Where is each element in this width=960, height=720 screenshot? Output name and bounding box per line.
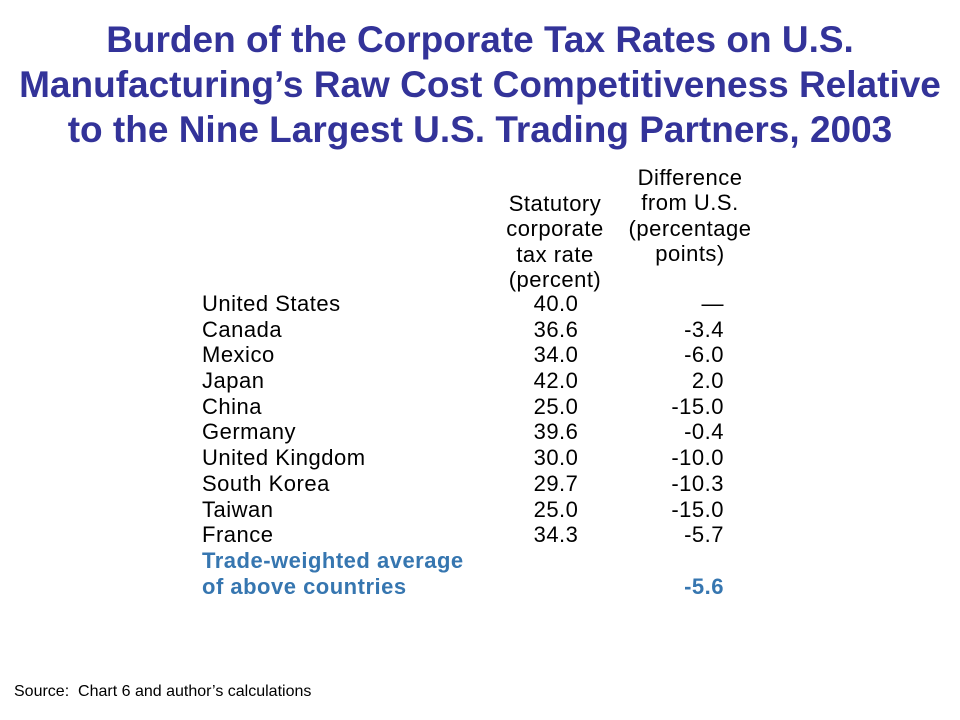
table-row: Canada 36.6 -3.4 (202, 317, 742, 343)
table-row: France 34.3 -5.7 (202, 522, 742, 548)
summary-row: of above countries -5.6 (202, 574, 742, 600)
tax-rate-table: United States 40.0 — Canada 36.6 -3.4 Me… (202, 291, 742, 599)
table-row: South Korea 29.7 -10.3 (202, 471, 742, 497)
tax-rate-header-line: tax rate (516, 241, 594, 267)
difference-value: -15.0 (671, 393, 724, 419)
tax-rate-header-line: (percent) (508, 266, 602, 292)
difference-value: -10.0 (671, 445, 724, 471)
difference-header-line: from U.S. (641, 190, 739, 216)
difference-header-line: Difference (637, 165, 743, 190)
country-name: Taiwan (202, 496, 274, 522)
tax-rate-value: 34.0 (533, 342, 579, 368)
title-line: Manufacturing’s Raw Cost Competitiveness… (19, 64, 941, 105)
summary-label: Trade-weighted average (202, 547, 464, 573)
title-line: to the Nine Largest U.S. Trading Partner… (67, 109, 893, 150)
table-row: Taiwan 25.0 -15.0 (202, 497, 742, 523)
difference-value: -15.0 (671, 496, 724, 522)
tax-rate-value: 40.0 (533, 291, 579, 316)
country-name: United Kingdom (202, 445, 366, 471)
summary-label: of above countries (202, 573, 407, 599)
difference-header-line: (percentage (628, 215, 752, 241)
difference-column-header: Difference from U.S. (percentage points) (605, 165, 775, 266)
tax-rate-value: 34.3 (533, 522, 579, 548)
tax-rate-header-line: corporate (506, 216, 604, 242)
country-name: Mexico (202, 342, 275, 368)
difference-value: — (701, 291, 724, 316)
tax-rate-value: 29.7 (533, 470, 579, 496)
tax-rate-value: 39.6 (533, 419, 579, 445)
title-line: Burden of the Corporate Tax Rates on U.S… (106, 19, 854, 60)
tax-rate-value: 25.0 (533, 393, 579, 419)
table-row: China 25.0 -15.0 (202, 394, 742, 420)
table-row: United Kingdom 30.0 -10.0 (202, 445, 742, 471)
tax-rate-column-header: Statutory corporate tax rate (percent) (470, 191, 640, 292)
country-name: France (202, 522, 274, 548)
summary-difference-value: -5.6 (684, 573, 724, 599)
difference-header-line: points) (655, 240, 725, 266)
difference-value: -5.7 (684, 522, 724, 548)
country-name: Canada (202, 316, 283, 342)
source-note: Source: Chart 6 and author’s calculation… (14, 683, 312, 700)
tax-rate-value: 25.0 (533, 496, 579, 522)
difference-value: 2.0 (691, 368, 724, 394)
tax-rate-value: 30.0 (533, 445, 579, 471)
summary-row: Trade-weighted average (202, 548, 742, 574)
table-row: Japan 42.0 2.0 (202, 368, 742, 394)
country-name: South Korea (202, 470, 330, 496)
difference-value: -6.0 (684, 342, 724, 368)
table-row: Mexico 34.0 -6.0 (202, 342, 742, 368)
tax-rate-value: 36.6 (533, 316, 579, 342)
slide-title: Burden of the Corporate Tax Rates on U.S… (0, 17, 960, 152)
difference-value: -10.3 (671, 470, 724, 496)
difference-value: -3.4 (684, 316, 724, 342)
country-name: Japan (202, 368, 265, 394)
tax-rate-header-line: Statutory (508, 191, 602, 216)
tax-rate-value: 42.0 (533, 368, 579, 394)
difference-value: -0.4 (684, 419, 724, 445)
country-name: United States (202, 291, 341, 316)
country-name: China (202, 393, 262, 419)
table-row: United States 40.0 — (202, 291, 742, 317)
country-name: Germany (202, 419, 296, 445)
table-row: Germany 39.6 -0.4 (202, 419, 742, 445)
